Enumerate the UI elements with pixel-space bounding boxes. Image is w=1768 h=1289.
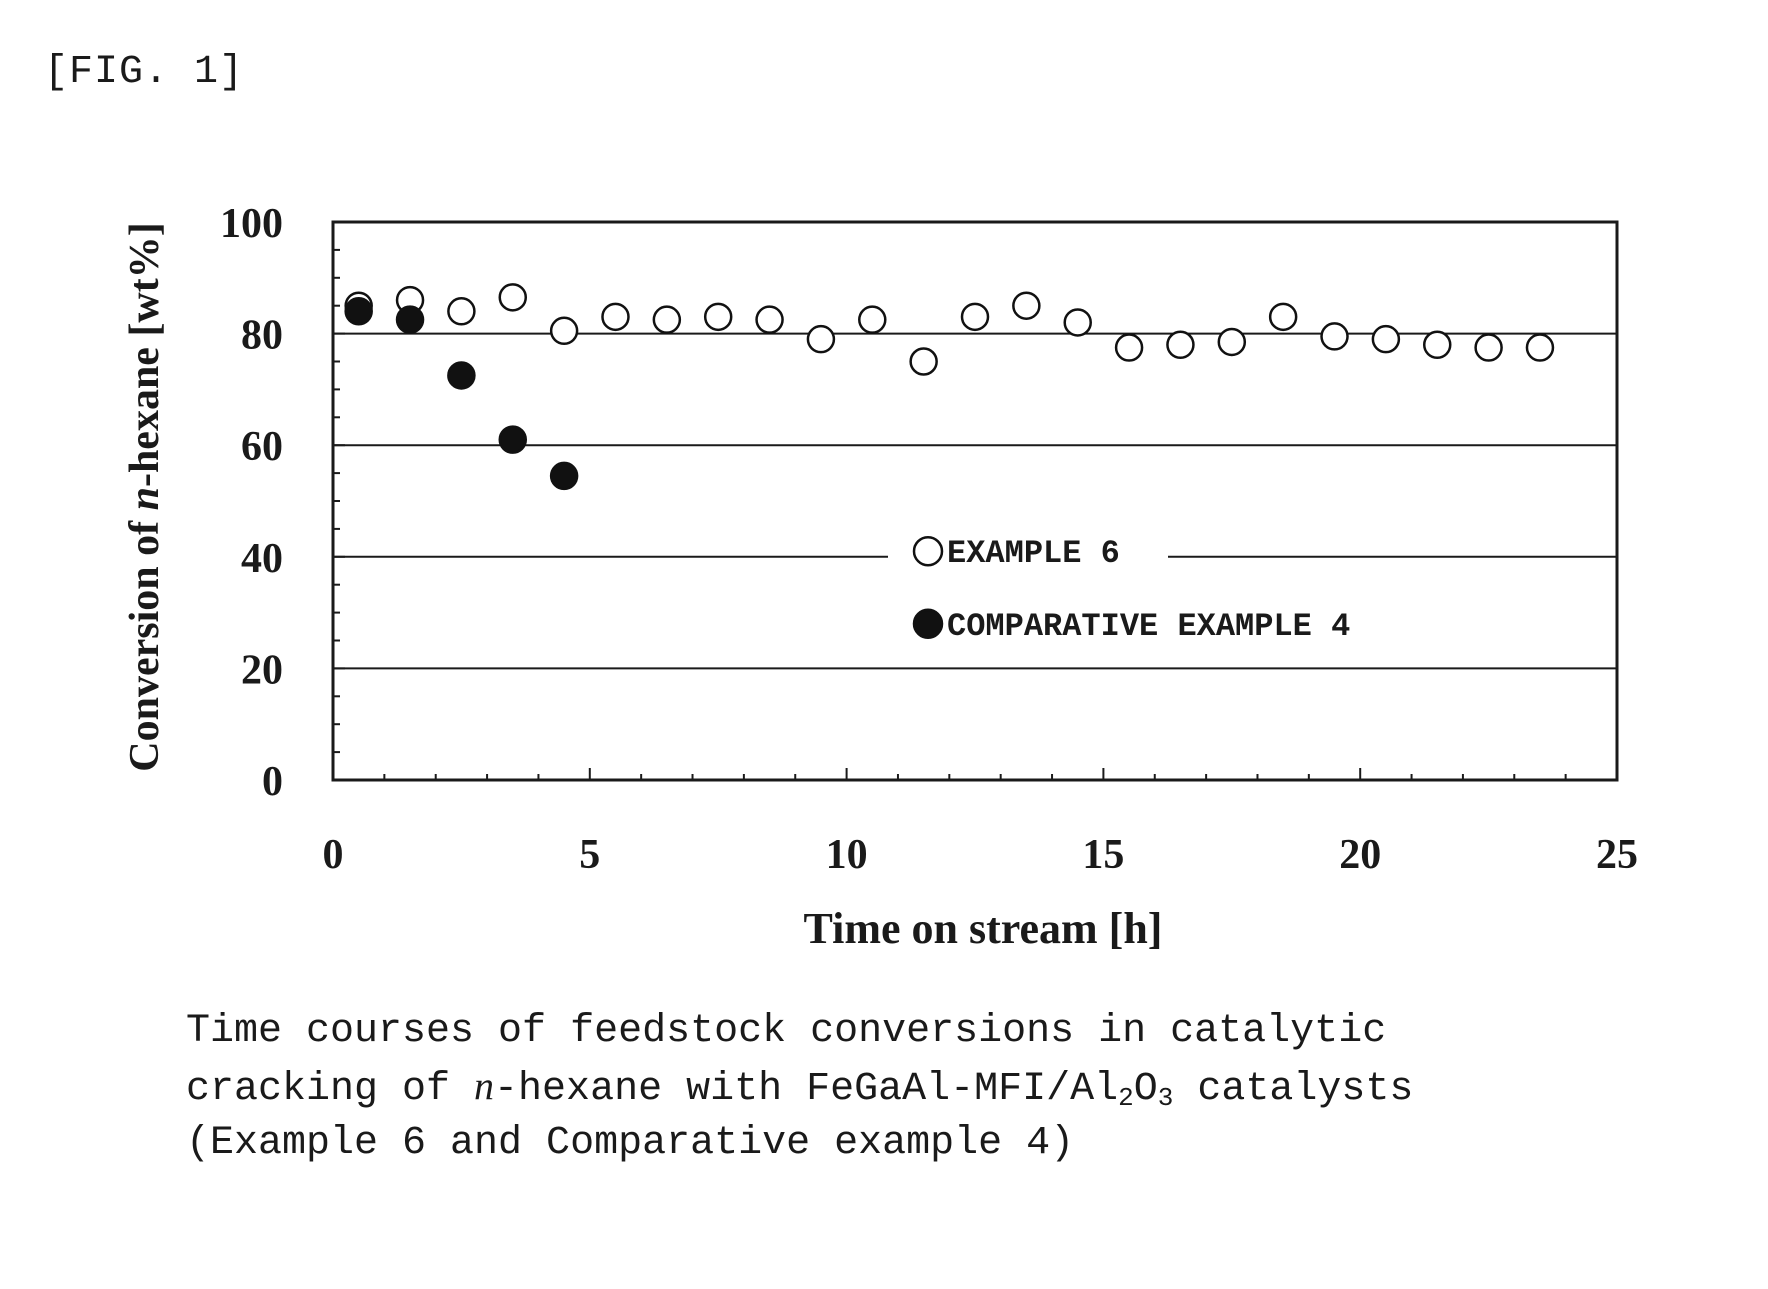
data-point-example-6 <box>1116 335 1142 361</box>
data-point-example-6 <box>757 307 783 333</box>
data-point-comparative-example-4 <box>500 427 526 453</box>
data-point-comparative-example-4 <box>397 307 423 333</box>
y-axis-label: Conversion of n-hexane [wt%] <box>122 222 168 771</box>
y-tick-label: 0 <box>262 759 283 805</box>
x-tick-label: 20 <box>1339 832 1381 878</box>
x-axis: 0 5 10 15 20 25 <box>323 768 1639 878</box>
data-point-example-6 <box>1527 335 1553 361</box>
data-points <box>346 284 1553 489</box>
figure-caption: Time courses of feedstock conversions in… <box>186 1005 1746 1171</box>
x-axis-label: Time on stream [h] <box>804 904 1163 953</box>
y-tick-label: 80 <box>241 313 283 359</box>
data-point-example-6 <box>962 304 988 330</box>
y-tick-label: 40 <box>241 536 283 582</box>
legend: EXAMPLE 6 COMPARATIVE EXAMPLE 4 <box>888 529 1350 645</box>
data-point-example-6 <box>1270 304 1296 330</box>
y-axis: 0 20 40 60 80 100 <box>220 201 345 805</box>
x-tick-label: 15 <box>1082 832 1124 878</box>
data-point-example-6 <box>654 307 680 333</box>
caption-line-1: Time courses of feedstock conversions in… <box>186 1005 1746 1059</box>
data-point-comparative-example-4 <box>346 298 372 324</box>
data-point-example-6 <box>551 318 577 344</box>
chart: 0 20 40 60 80 100 0 5 10 15 20 25 EXAMPLE 6 COMPARA… <box>0 0 1768 1000</box>
legend-label: COMPARATIVE EXAMPLE 4 <box>947 608 1350 645</box>
data-point-example-6 <box>859 307 885 333</box>
data-point-example-6 <box>705 304 731 330</box>
x-tick-label: 5 <box>579 832 600 878</box>
data-point-comparative-example-4 <box>448 362 474 388</box>
data-point-example-6 <box>1373 326 1399 352</box>
y-tick-label: 100 <box>220 201 283 247</box>
y-tick-label: 20 <box>241 647 283 693</box>
legend-marker-example-6 <box>914 537 942 565</box>
x-tick-label: 10 <box>826 832 868 878</box>
caption-line-3: (Example 6 and Comparative example 4) <box>186 1117 1746 1171</box>
x-tick-label: 0 <box>323 832 344 878</box>
caption-line-2: cracking of n-hexane with FeGaAl-MFI/Al2… <box>186 1059 1746 1117</box>
legend-label: EXAMPLE 6 <box>947 535 1120 572</box>
data-point-example-6 <box>500 284 526 310</box>
data-point-example-6 <box>448 298 474 324</box>
data-point-example-6 <box>1322 323 1348 349</box>
data-point-example-6 <box>1219 329 1245 355</box>
data-point-comparative-example-4 <box>551 463 577 489</box>
data-point-example-6 <box>1476 335 1502 361</box>
data-point-example-6 <box>1167 332 1193 358</box>
data-point-example-6 <box>1424 332 1450 358</box>
data-point-example-6 <box>808 326 834 352</box>
data-point-example-6 <box>1065 309 1091 335</box>
data-point-example-6 <box>602 304 628 330</box>
y-tick-label: 60 <box>241 424 283 470</box>
data-point-example-6 <box>1013 293 1039 319</box>
x-tick-label: 25 <box>1596 832 1638 878</box>
data-point-example-6 <box>911 349 937 375</box>
legend-marker-comparative-example-4 <box>914 610 942 638</box>
